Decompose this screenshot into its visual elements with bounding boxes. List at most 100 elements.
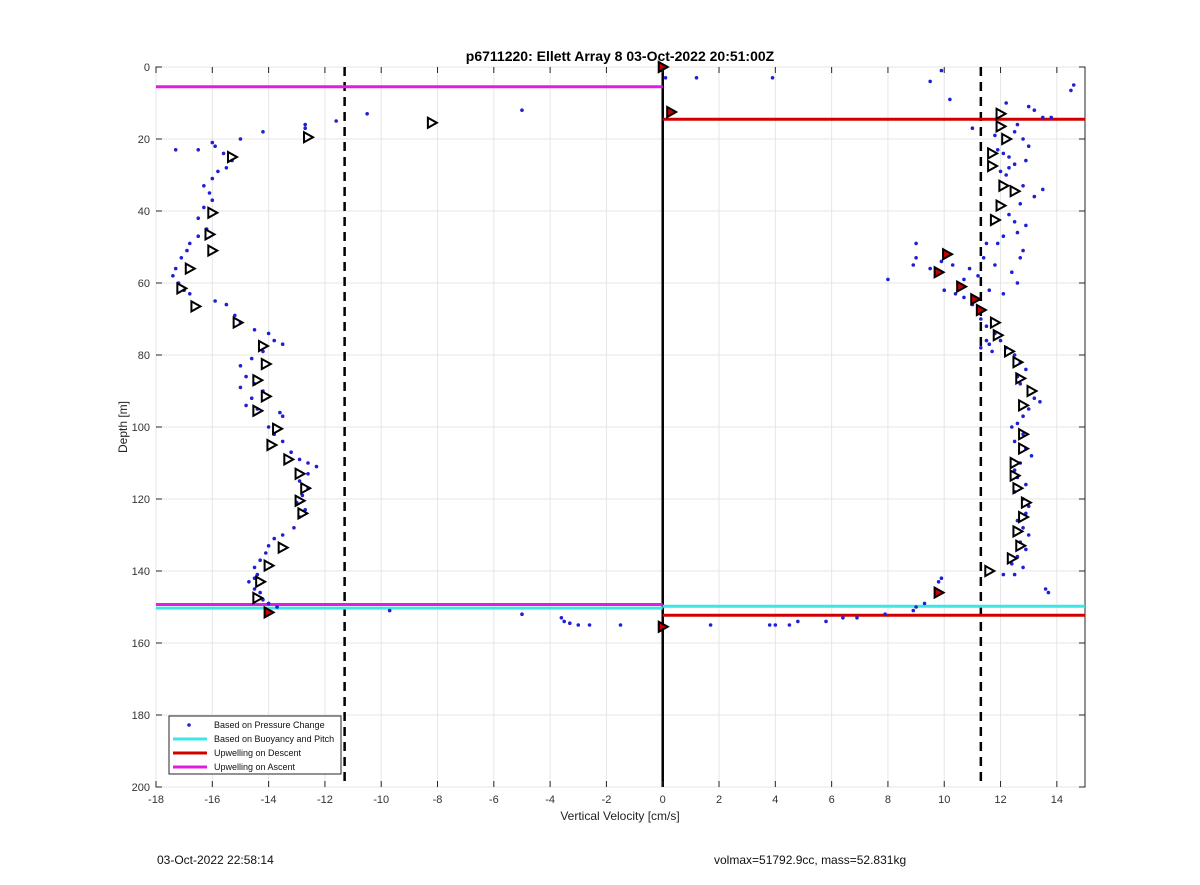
reference-lines bbox=[156, 67, 1085, 787]
pressure-change-point bbox=[272, 536, 277, 541]
pressure-change-point bbox=[224, 166, 229, 170]
pressure-change-point bbox=[979, 317, 983, 321]
legend: Based on Pressure Change Based on Buoyanc… bbox=[168, 715, 342, 775]
pressure-change-point bbox=[244, 374, 248, 379]
chart-title: p6711220: Ellett Array 8 03-Oct-2022 20:… bbox=[466, 48, 775, 64]
pressure-change-point bbox=[796, 619, 800, 624]
pressure-change-point bbox=[950, 263, 955, 267]
triangle-marker bbox=[190, 299, 203, 314]
triangle-marker bbox=[255, 575, 268, 589]
pressure-change-point bbox=[292, 526, 296, 530]
pressure-change-point bbox=[1049, 115, 1054, 120]
pressure-change-point bbox=[187, 241, 192, 246]
x-tick-label: -14 bbox=[261, 794, 277, 806]
pressure-change-point bbox=[1015, 281, 1020, 285]
pressure-change-point bbox=[314, 464, 319, 469]
pressure-change-point bbox=[995, 241, 1000, 246]
pressure-change-point bbox=[1015, 421, 1020, 426]
pressure-change-point bbox=[1021, 137, 1025, 141]
y-tick-label: 0 bbox=[144, 62, 150, 74]
pressure-change-point bbox=[1012, 353, 1017, 357]
pressure-change-point bbox=[1043, 587, 1048, 591]
triangle-marker bbox=[995, 107, 1008, 121]
triangle-marker bbox=[995, 119, 1008, 134]
pressure-change-point bbox=[1021, 432, 1025, 437]
pressure-change-point bbox=[928, 266, 932, 271]
pressure-change-point bbox=[1026, 407, 1031, 411]
pressure-change-point bbox=[280, 533, 285, 537]
triangle-marker bbox=[207, 206, 220, 220]
pressure-change-point bbox=[1021, 414, 1025, 419]
pressure-change-point bbox=[962, 277, 966, 282]
pressure-change-point bbox=[1021, 248, 1025, 253]
pressure-change-point bbox=[1026, 144, 1031, 148]
pressure-change-point bbox=[258, 558, 262, 562]
footer-info: volmax=51792.9cc, mass=52.831kg bbox=[714, 853, 907, 867]
pressure-change-point bbox=[272, 338, 277, 343]
triangle-marker bbox=[260, 357, 273, 371]
pressure-change-point bbox=[261, 130, 265, 134]
pressure-change-point bbox=[1012, 572, 1017, 577]
pressure-change-point bbox=[942, 288, 947, 293]
pressure-change-point bbox=[993, 263, 997, 267]
footer-timestamp: 03-Oct-2022 22:58:14 bbox=[157, 853, 274, 867]
x-tick-label: 6 bbox=[829, 794, 835, 806]
pressure-change-point bbox=[1021, 184, 1025, 188]
triangle-marker bbox=[227, 150, 240, 164]
pressure-change-point bbox=[1018, 202, 1023, 206]
pressure-change-point bbox=[252, 328, 257, 332]
triangle-marker bbox=[1018, 441, 1031, 456]
triangle-marker bbox=[260, 389, 273, 404]
pressure-change-point bbox=[1018, 382, 1023, 386]
pressure-change-point bbox=[1010, 270, 1014, 275]
triangle-marker bbox=[1012, 355, 1025, 369]
pressure-change-point bbox=[275, 605, 279, 609]
pressure-change-point bbox=[210, 198, 215, 202]
triangle-marker bbox=[984, 564, 997, 578]
pressure-change-point bbox=[1032, 108, 1037, 112]
pressure-change-point bbox=[922, 601, 927, 606]
x-tick-label: 8 bbox=[885, 794, 891, 806]
pressure-change-point bbox=[1021, 526, 1025, 530]
pressure-change-point bbox=[263, 551, 268, 555]
triangle-marker bbox=[1015, 371, 1028, 386]
pressure-change-point bbox=[1071, 83, 1076, 87]
pressure-change-point bbox=[987, 288, 992, 293]
pressure-change-point bbox=[221, 151, 226, 156]
pressure-change-point bbox=[334, 119, 338, 123]
pressure-change-point bbox=[1046, 590, 1051, 595]
filled-triangle-marker bbox=[956, 279, 969, 294]
triangle-marker bbox=[294, 467, 307, 481]
pressure-change-point bbox=[618, 623, 623, 627]
triangle-marker bbox=[176, 281, 189, 296]
pressure-change-point bbox=[1012, 439, 1017, 444]
pressure-change-point bbox=[883, 612, 887, 616]
x-tick-label: -12 bbox=[317, 794, 333, 806]
x-tick-label: 0 bbox=[660, 794, 666, 806]
pressure-change-point bbox=[266, 601, 271, 606]
triangle-marker bbox=[303, 130, 316, 144]
pressure-change-point bbox=[914, 241, 918, 246]
filled-triangle-marker bbox=[657, 620, 670, 634]
triangle-marker bbox=[1018, 510, 1031, 524]
pressure-change-point bbox=[770, 76, 775, 80]
pressure-change-point bbox=[266, 425, 271, 429]
triangle-marker bbox=[1006, 551, 1019, 566]
filled-triangle-marker bbox=[933, 265, 946, 279]
pressure-change-point bbox=[196, 216, 201, 220]
pressure-change-point bbox=[995, 148, 1000, 152]
pressure-change-point bbox=[1015, 230, 1020, 235]
pressure-change-point bbox=[216, 169, 220, 174]
x-tick-label: -4 bbox=[545, 794, 555, 806]
pressure-change-point bbox=[207, 191, 212, 195]
y-tick-label: 60 bbox=[138, 278, 150, 290]
pressure-change-point bbox=[914, 605, 918, 609]
pressure-change-point bbox=[787, 623, 792, 627]
pressure-change-point bbox=[187, 292, 192, 296]
legend-label: Based on Pressure Change bbox=[214, 720, 325, 730]
pressure-change-point bbox=[855, 616, 859, 620]
pressure-change-point bbox=[196, 234, 201, 238]
y-tick-label: 40 bbox=[138, 206, 150, 218]
pressure-change-point bbox=[179, 255, 184, 260]
